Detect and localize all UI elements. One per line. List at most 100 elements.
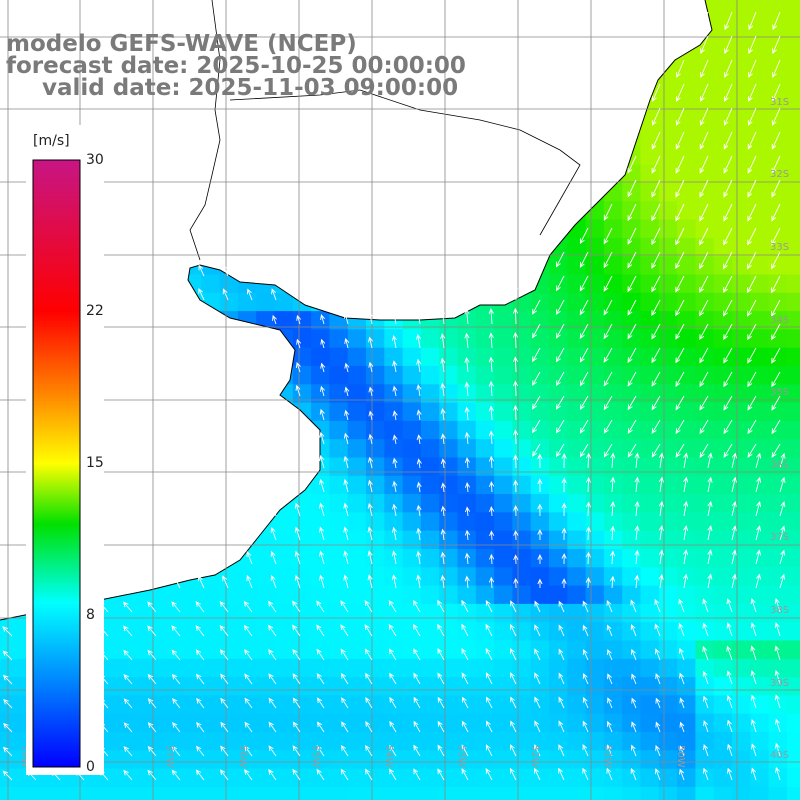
- wind-cell: [494, 402, 513, 422]
- wind-cell: [183, 732, 202, 751]
- wind-arrow: [464, 457, 470, 469]
- wind-cell: [658, 512, 678, 532]
- wind-cell: [750, 128, 770, 147]
- wind-cell: [128, 750, 147, 770]
- wind-cell: [732, 36, 751, 56]
- wind-arrow: [631, 673, 637, 685]
- wind-arrow: [731, 476, 737, 493]
- wind-arrow: [392, 480, 398, 493]
- wind-cell: [420, 347, 440, 367]
- wind-cell: [402, 567, 422, 587]
- wind-cell: [603, 713, 623, 733]
- wind-cell: [622, 677, 642, 696]
- wind-cell: [713, 640, 733, 660]
- wind-cell: [549, 622, 568, 642]
- wind-cell: [786, 786, 800, 800]
- wind-cell: [146, 713, 166, 733]
- wind-cell: [402, 732, 422, 751]
- wind-arrow: [416, 504, 422, 517]
- wind-cell: [695, 658, 715, 678]
- wind-arrow: [579, 419, 589, 434]
- wind-cell: [622, 494, 642, 513]
- wind-cell: [146, 732, 166, 751]
- wind-arrow: [341, 721, 349, 733]
- wind-cell: [750, 237, 770, 257]
- wind-cell: [750, 91, 770, 111]
- wind-cell: [420, 695, 440, 715]
- wind-arrow: [755, 476, 762, 493]
- wind-cell: [750, 640, 770, 660]
- wind-cell: [420, 402, 440, 422]
- wind-cell: [366, 786, 385, 800]
- wind-cell: [695, 128, 715, 147]
- wind-arrow: [558, 648, 565, 661]
- wind-cell: [677, 750, 696, 770]
- wind-arrow: [244, 649, 253, 661]
- wind-cell: [347, 677, 367, 696]
- wind-cell: [366, 768, 385, 788]
- wind-arrow: [707, 500, 713, 517]
- wind-cell: [201, 622, 221, 642]
- wind-cell: [420, 786, 440, 800]
- wind-cell: [420, 494, 440, 513]
- wind-cell: [457, 347, 477, 367]
- wind-cell: [494, 786, 513, 800]
- wind-arrow: [631, 648, 637, 661]
- wind-arrow: [585, 551, 591, 565]
- wind-cell: [768, 786, 788, 800]
- wind-arrow: [723, 395, 733, 411]
- wind-cell: [549, 475, 568, 495]
- wind-cell: [603, 219, 623, 239]
- wind-cell: [420, 768, 440, 788]
- wind-cell: [475, 475, 495, 495]
- wind-arrow: [627, 179, 637, 198]
- wind-arrow: [771, 443, 781, 458]
- wind-cell: [457, 512, 477, 532]
- wind-arrow: [534, 600, 541, 613]
- wind-arrow: [607, 673, 613, 685]
- wind-arrow: [675, 371, 685, 388]
- wind-cell: [0, 658, 19, 678]
- wind-cell: [329, 457, 349, 477]
- wind-cell: [567, 384, 587, 404]
- wind-cell: [530, 439, 550, 459]
- wind-cell: [512, 384, 532, 404]
- wind-cell: [256, 695, 276, 715]
- lat-label: 34S: [770, 315, 789, 326]
- wind-arrow: [537, 478, 543, 493]
- wind-cell: [603, 311, 623, 330]
- wind-cell: [530, 311, 550, 330]
- wind-arrow: [319, 431, 325, 445]
- wind-cell: [732, 677, 751, 696]
- wind-arrow: [747, 419, 757, 435]
- wind-arrow: [658, 452, 664, 469]
- wind-cell: [0, 732, 19, 751]
- wind-cell: [457, 786, 477, 800]
- wind-cell: [329, 420, 349, 440]
- wind-cell: [402, 768, 422, 788]
- wind-arrow: [603, 275, 613, 292]
- wind-cell: [750, 36, 770, 56]
- wind-cell: [530, 768, 550, 788]
- wind-arrow: [699, 419, 709, 435]
- wind-cell: [219, 695, 239, 715]
- wind-arrow: [464, 406, 470, 421]
- wind-arrow: [726, 695, 733, 709]
- wind-cell: [457, 420, 477, 440]
- wind-cell: [658, 402, 678, 422]
- wind-arrow: [485, 767, 493, 781]
- wind-arrow: [603, 227, 613, 245]
- wind-cell: [786, 549, 800, 568]
- wind-cell: [494, 658, 513, 678]
- wind-arrow: [537, 578, 543, 589]
- wind-cell: [567, 256, 587, 276]
- wind-arrow: [171, 769, 181, 781]
- wind-cell: [256, 768, 276, 788]
- wind-cell: [713, 347, 733, 367]
- wind-cell: [640, 640, 660, 660]
- wind-cell: [256, 567, 276, 587]
- wind-arrow: [295, 384, 301, 397]
- wind-arrow: [195, 769, 205, 781]
- wind-arrow: [675, 419, 685, 435]
